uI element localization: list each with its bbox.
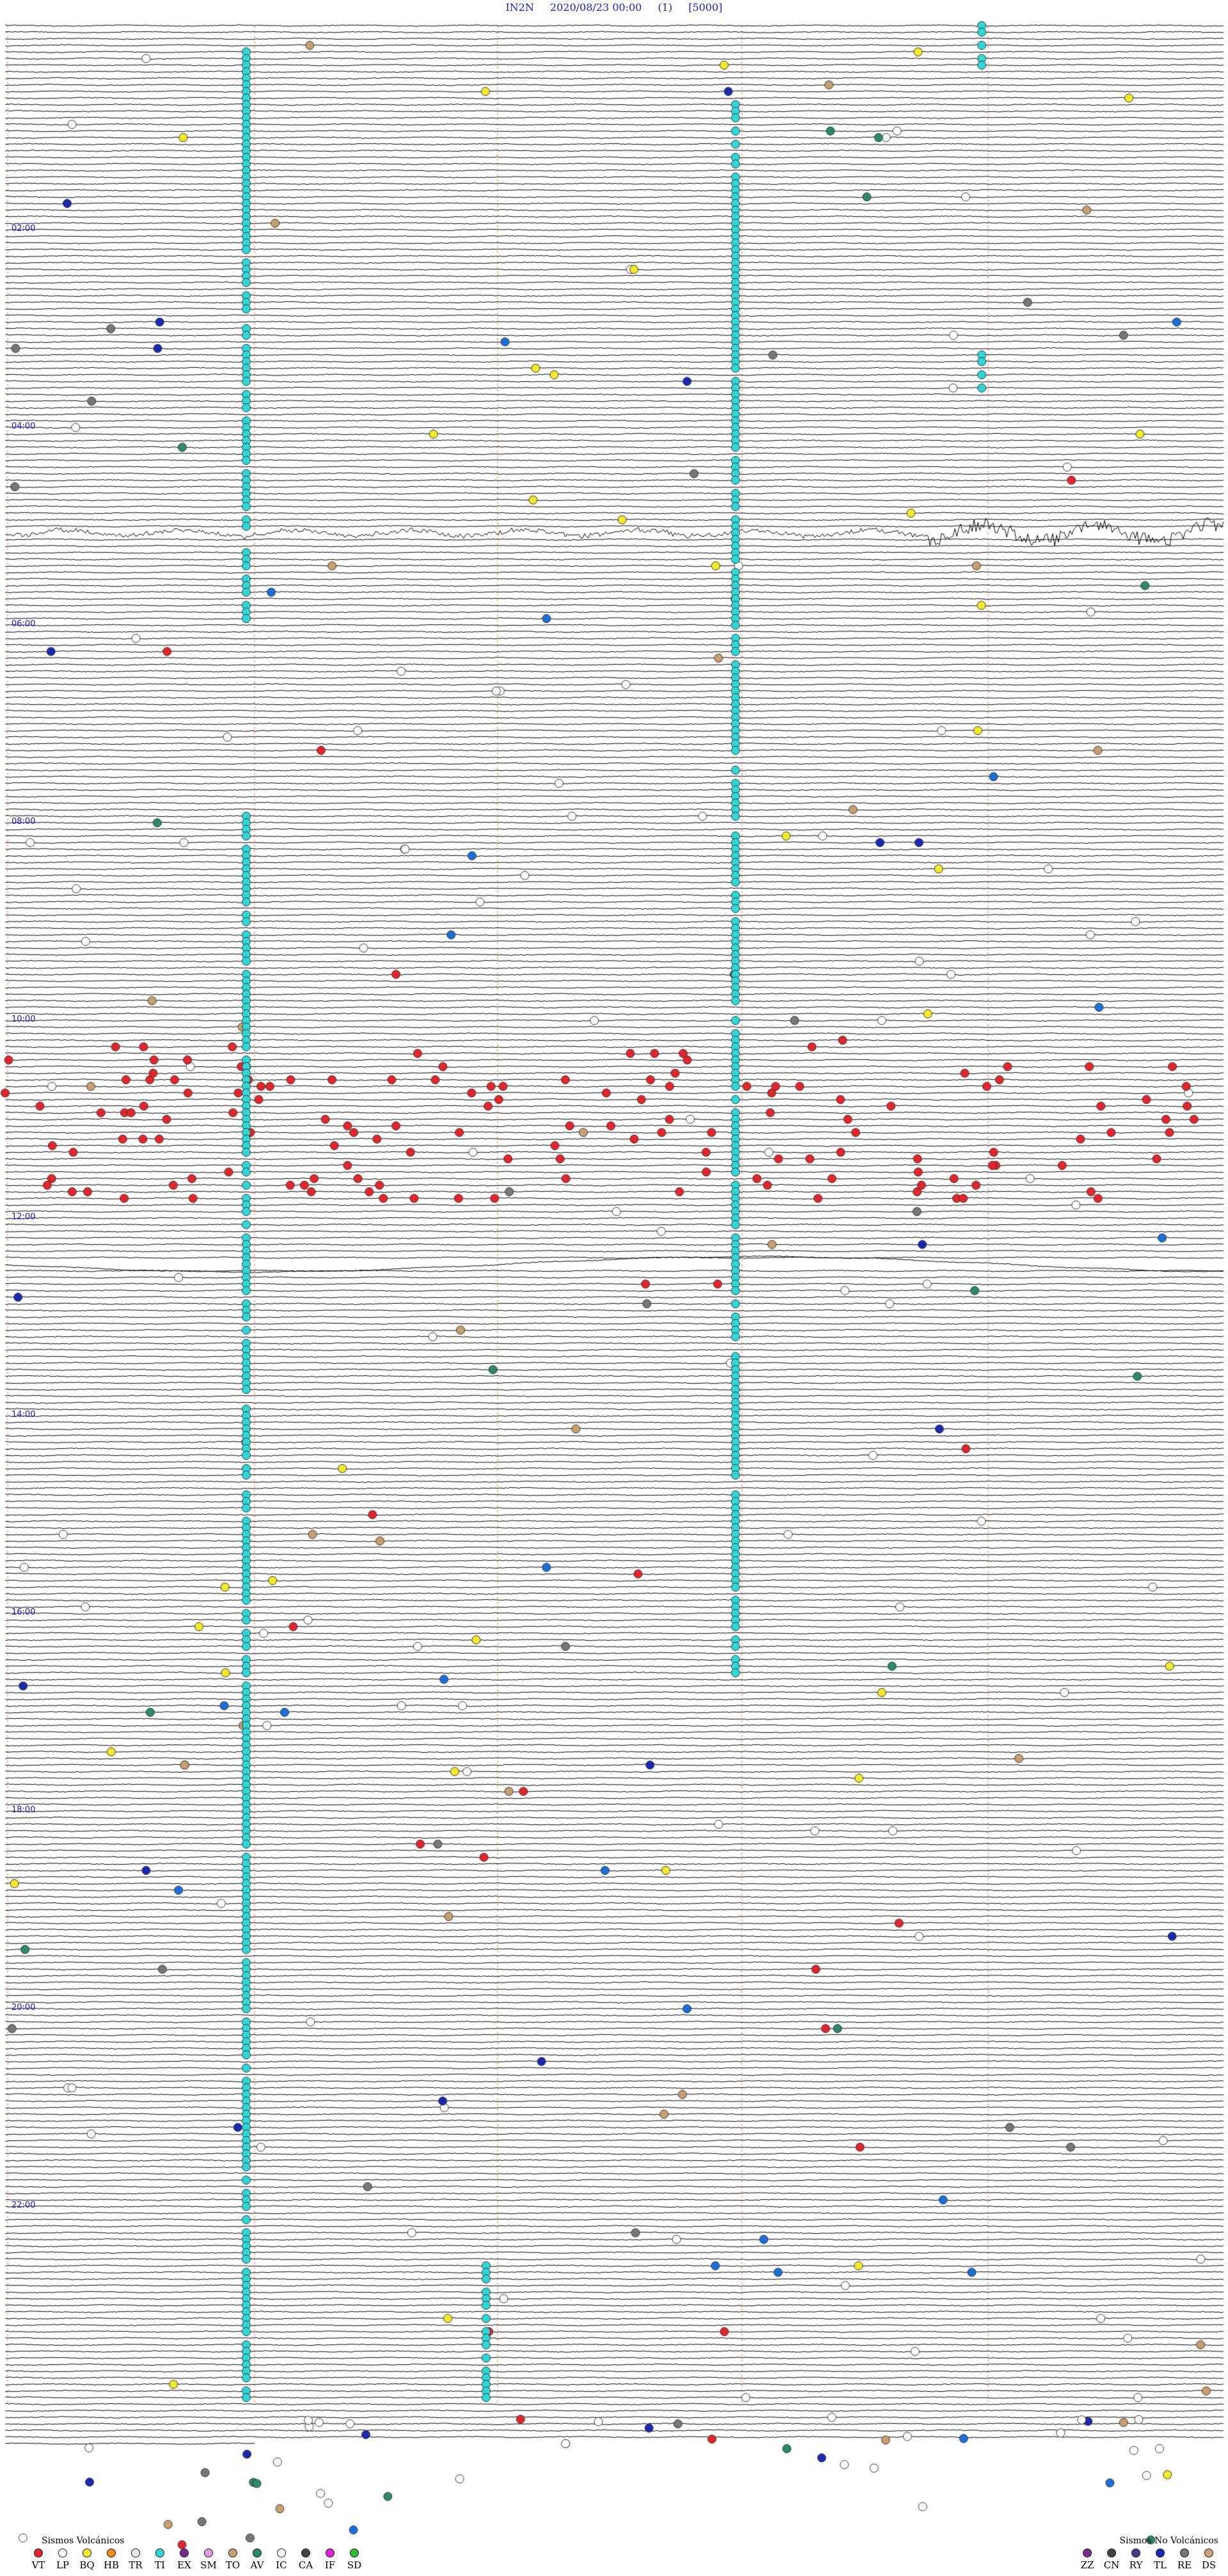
legend-code: CN — [1103, 2559, 1120, 2571]
legend-marker-icon — [1131, 2548, 1140, 2557]
hour-label: 04:00 — [12, 422, 36, 431]
hour-label: 12:00 — [12, 1212, 36, 1222]
legend-code: TL — [1154, 2559, 1167, 2571]
legend-marker-icon — [180, 2548, 189, 2557]
legend-item-sd: SD — [345, 2548, 364, 2571]
legend-item-zz: ZZ — [1078, 2548, 1097, 2571]
legend-code: AV — [250, 2559, 264, 2571]
legend-item-tr: TR — [126, 2548, 145, 2571]
legend-code: CA — [298, 2559, 313, 2571]
hour-label: 18:00 — [12, 1805, 36, 1815]
start-datetime: 2020/08/23 00:00 — [550, 1, 642, 13]
legend-nonvolcanic: Sismos No Volcánicos ZZ CN RY TL RE DS — [1078, 2536, 1218, 2571]
hour-label: 10:00 — [12, 1015, 36, 1024]
legend-code: TR — [129, 2559, 143, 2571]
legend-code: HB — [103, 2559, 120, 2571]
legend-item-bq: BQ — [77, 2548, 97, 2571]
legend-item-tl: TL — [1151, 2548, 1170, 2571]
legend-marker-icon — [107, 2548, 116, 2557]
legend-code: DS — [1201, 2559, 1216, 2571]
legend-marker-icon — [253, 2548, 262, 2557]
legend-item-ic: IC — [272, 2548, 291, 2571]
legend-code: TI — [155, 2559, 165, 2571]
legend-code: EX — [177, 2559, 191, 2571]
legend-code: SM — [200, 2559, 217, 2571]
legend-code: VT — [31, 2559, 45, 2571]
legend-marker-icon — [34, 2548, 43, 2557]
plot-header: IN2N 2020/08/23 00:00 (1) [5000] — [0, 1, 1228, 13]
hour-label: 22:00 — [12, 2201, 36, 2210]
hour-label: 14:00 — [12, 1410, 36, 1419]
legend-code: RY — [1129, 2559, 1143, 2571]
hour-label: 02:00 — [12, 224, 36, 233]
legend-marker-icon — [1156, 2548, 1165, 2557]
legend-nonvolcanic-title: Sismos No Volcánicos — [1119, 2536, 1218, 2546]
station-name: IN2N — [505, 1, 534, 13]
legend-marker-icon — [1107, 2548, 1116, 2557]
legend-marker-icon — [350, 2548, 359, 2557]
legend-code: IF — [324, 2559, 336, 2571]
legend-marker-icon — [1180, 2548, 1189, 2557]
legend-volcanic: Sismos Volcánicos VT LP BQ HB TR TI EX SM TO AV IC… — [29, 2536, 364, 2571]
legend-item-vt: VT — [29, 2548, 48, 2571]
hour-label: 16:00 — [12, 1608, 36, 1617]
hour-label: 08:00 — [12, 817, 36, 826]
hour-label: 06:00 — [12, 619, 36, 629]
legend-marker-icon — [1204, 2548, 1213, 2557]
legend-code: LP — [56, 2559, 70, 2571]
legend-volcanic-title: Sismos Volcánicos — [42, 2536, 125, 2546]
legend-marker-icon — [131, 2548, 140, 2557]
legend-item-ca: CA — [296, 2548, 315, 2571]
legend-code: ZZ — [1080, 2559, 1094, 2571]
legend-code: TO — [225, 2559, 240, 2571]
channel-label: (1) — [657, 1, 673, 13]
legend-item-re: RE — [1175, 2548, 1194, 2571]
legend-code: SD — [347, 2559, 362, 2571]
legend-item-sm: SM — [199, 2548, 218, 2571]
legend-item-ry: RY — [1126, 2548, 1145, 2571]
legend-marker-icon — [204, 2548, 213, 2557]
legend-marker-icon — [155, 2548, 164, 2557]
legend-code: BQ — [79, 2559, 95, 2571]
legend-item-ti: TI — [150, 2548, 169, 2571]
legend-item-cn: CN — [1102, 2548, 1121, 2571]
scale-label: [5000] — [688, 1, 723, 13]
legend-marker-icon — [277, 2548, 286, 2557]
legend-item-av: AV — [248, 2548, 267, 2571]
legend-item-if: IF — [320, 2548, 340, 2571]
legend-marker-icon — [1083, 2548, 1092, 2557]
legend-code: IC — [276, 2559, 287, 2571]
legend-item-lp: LP — [53, 2548, 72, 2571]
legend-item-ex: EX — [175, 2548, 194, 2571]
legend-marker-icon — [326, 2548, 335, 2557]
hour-label: 20:00 — [12, 2003, 36, 2012]
legend-item-hb: HB — [102, 2548, 121, 2571]
legend-marker-icon — [58, 2548, 67, 2557]
legend-code: RE — [1177, 2559, 1192, 2571]
legend-item-ds: DS — [1199, 2548, 1218, 2571]
legend-item-to: TO — [223, 2548, 242, 2571]
legend-marker-icon — [83, 2548, 91, 2557]
legend-marker-icon — [301, 2548, 310, 2557]
legend-marker-icon — [228, 2548, 237, 2557]
